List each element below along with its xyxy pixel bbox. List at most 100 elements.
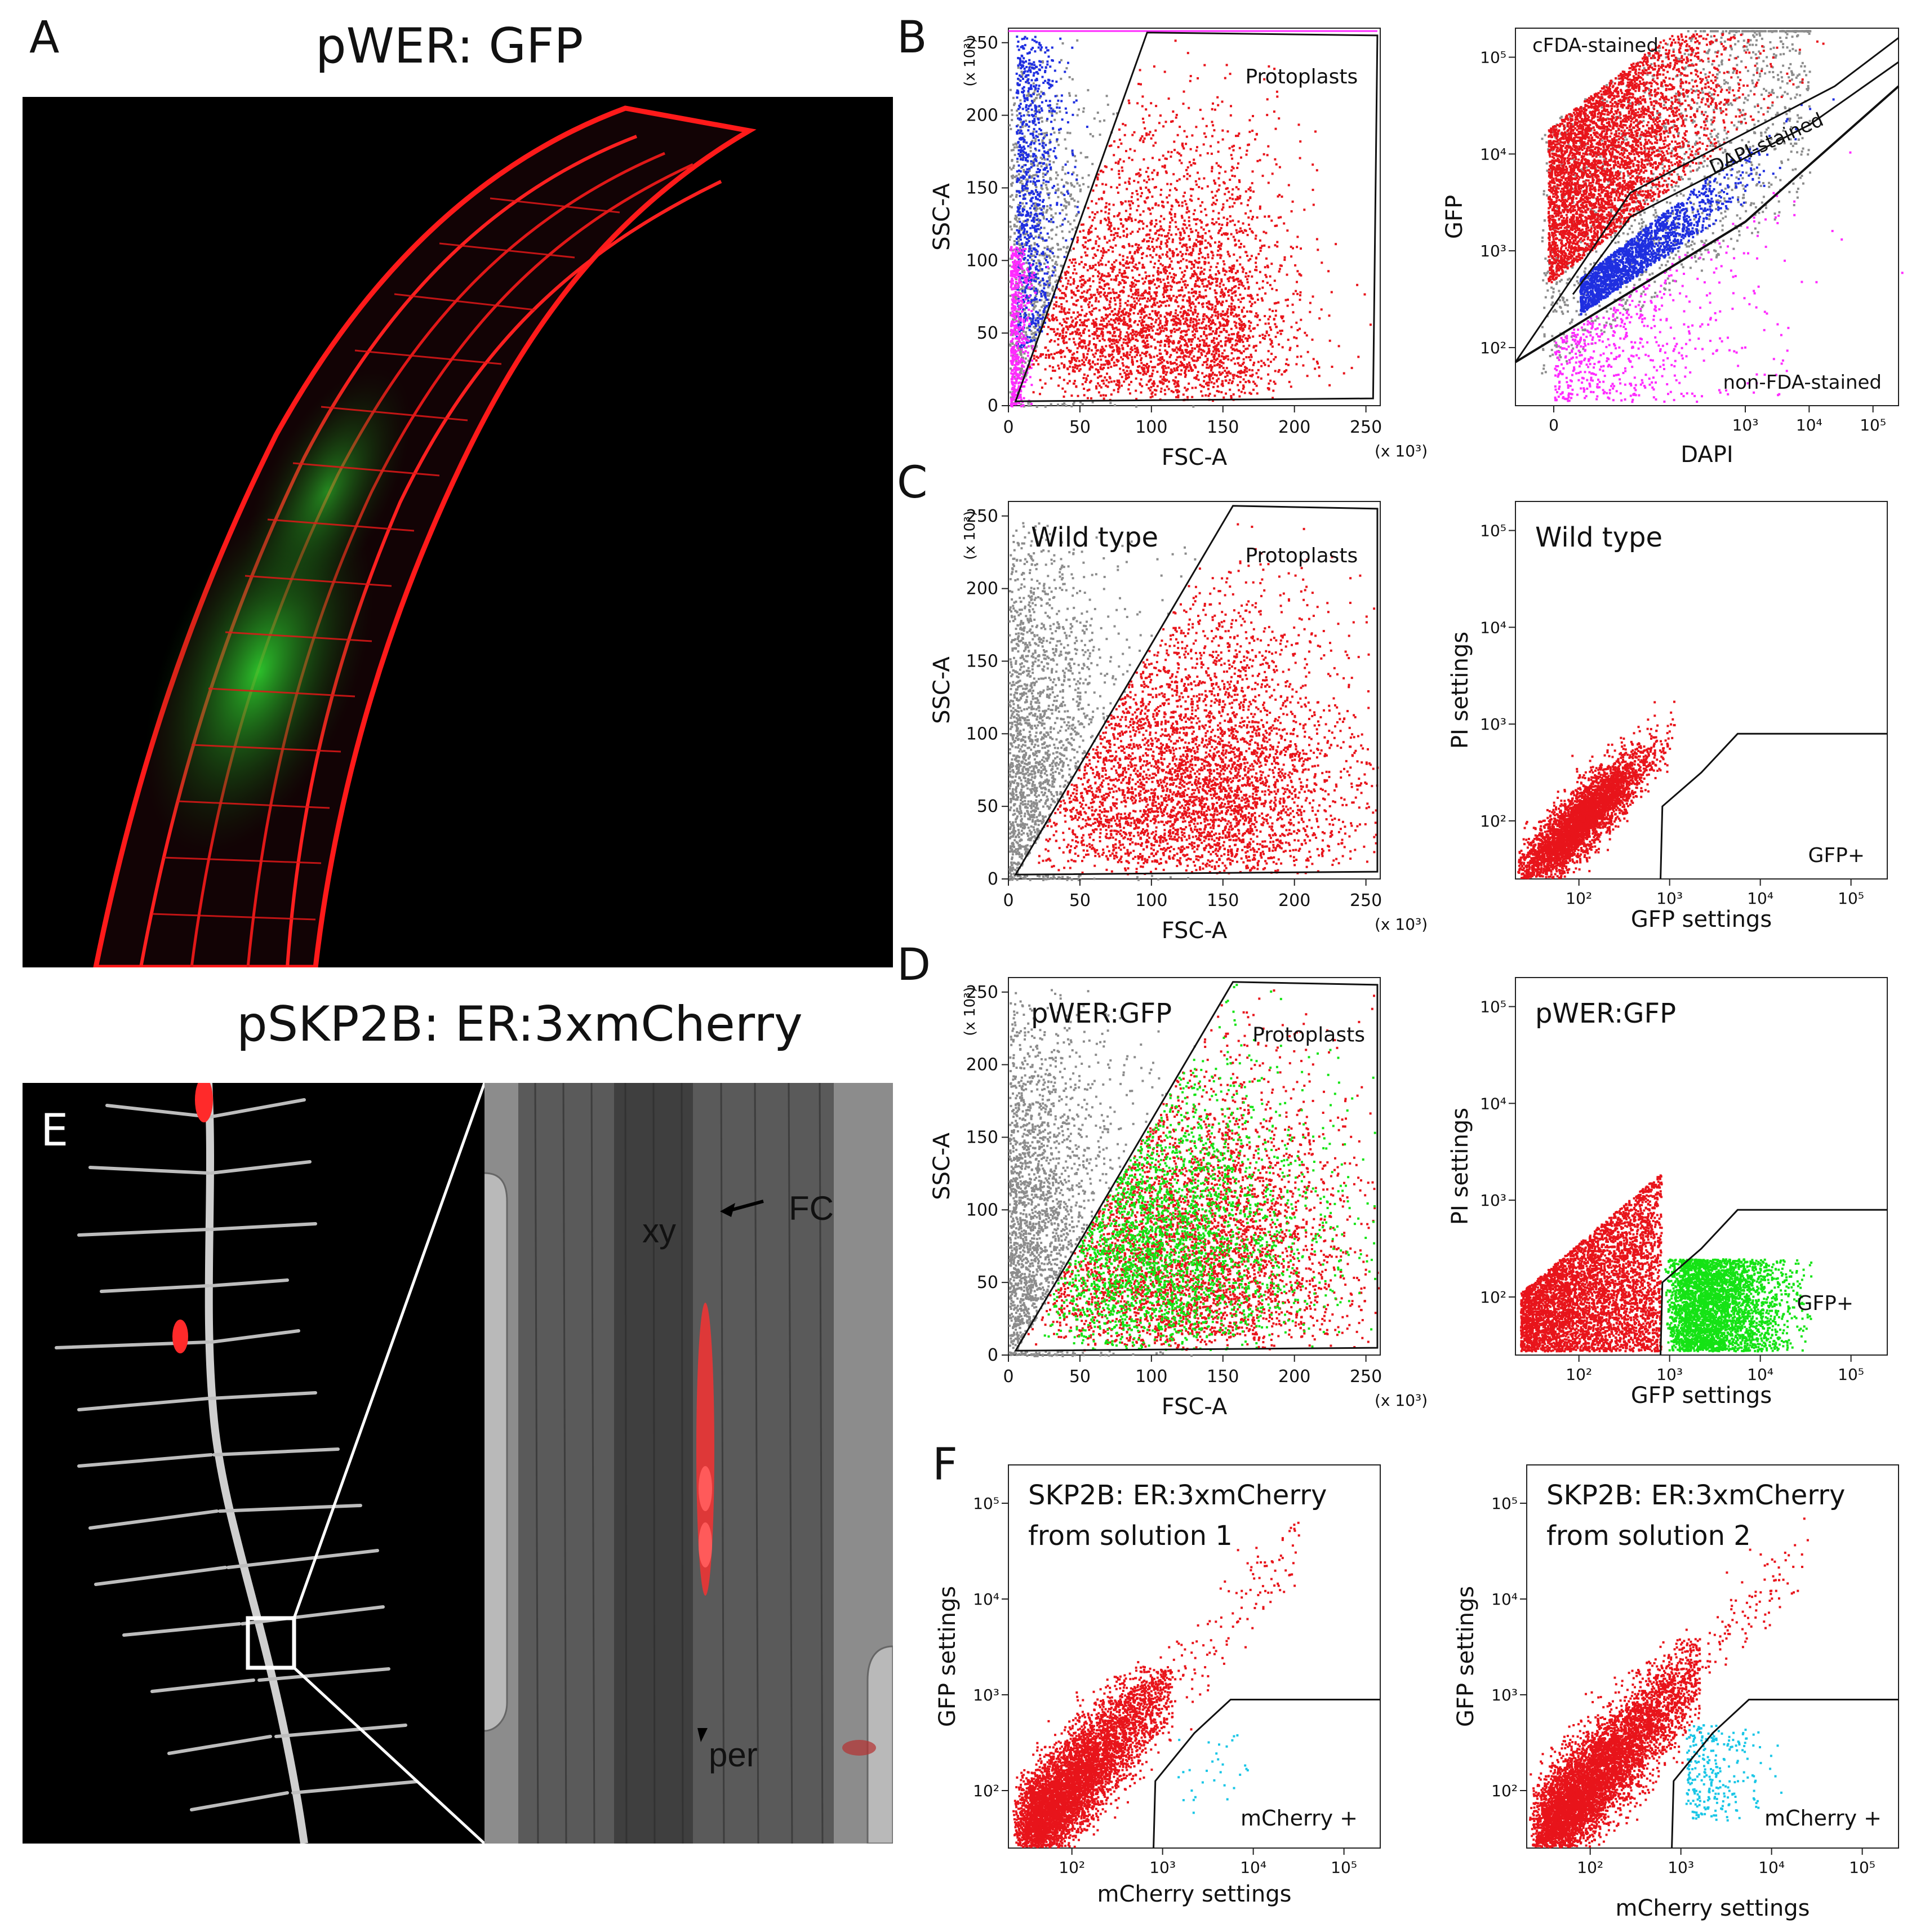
gate-polygon [1014, 981, 1379, 1352]
x-tick-label: 10² [1566, 889, 1592, 908]
scatter-series-mcherry-negative [1012, 1666, 1174, 1849]
y-tick-label: 10⁵ [1480, 998, 1506, 1016]
scatter-series-mcherry-positive [1177, 1734, 1249, 1814]
fc-label: FC [789, 1189, 834, 1228]
gate-label: Protoplasts [1245, 65, 1358, 88]
flow-plot-f-left: mCherry + 10² 10³ 10⁴ 10⁵ 10² 10³ 10⁴ 10⁵ mCherry… [935, 1464, 1381, 1907]
y-tick-label: 50 [977, 797, 998, 816]
x-tick-label: 10⁴ [1758, 1858, 1785, 1877]
y-tick-label: 10⁴ [1491, 1590, 1518, 1609]
x-tick-label: 10⁴ [1796, 416, 1822, 434]
y-tick-label: 250 [966, 983, 998, 1002]
y-axis-label: GFP [1442, 195, 1468, 239]
x-tick-label: 10³ [1149, 1858, 1176, 1877]
x-tick-label: 100 [1135, 891, 1167, 911]
gate-line-lower [1514, 85, 1900, 363]
y-tick-label: 0 [988, 1345, 998, 1365]
scatter-series-outliers [1126, 1521, 1300, 1776]
scatter-series-non-fda [1554, 151, 1904, 403]
y-tick-label: 50 [977, 1273, 998, 1293]
y-tick-label: 10² [1480, 339, 1506, 357]
x-tick-label: 50 [1069, 891, 1091, 911]
scatter-series-all-events [1517, 700, 1676, 880]
x-tick-label: 10⁵ [1860, 416, 1886, 434]
y-tick-label: 10⁴ [1480, 618, 1506, 637]
y-tick-label: 100 [966, 724, 998, 744]
x-tick-label: 0 [1549, 416, 1559, 434]
y-tick-label: 10⁵ [1480, 522, 1506, 540]
root-confocal-image [23, 97, 893, 967]
x-tick-label: 10⁵ [1331, 1858, 1357, 1877]
gate-label: Protoplasts [1245, 544, 1358, 567]
gate-line-upper [1514, 37, 1899, 363]
gate-label: mCherry + [1764, 1806, 1882, 1831]
y-tick-label: 0 [988, 869, 998, 889]
panel-a-title: pWER: GFP [315, 18, 583, 74]
gate-label-cfda: cFDA-stained [1532, 34, 1659, 57]
x-tick-label: 10⁵ [1838, 1365, 1864, 1384]
y-tick-label: 10³ [1491, 1686, 1518, 1704]
scatter-series-protoplasts [1028, 39, 1372, 402]
inner-label-line-1: SKP2B: ER:3xmCherry [1028, 1480, 1327, 1511]
gate-label: Protoplasts [1252, 1023, 1365, 1046]
x-tick-label: 100 [1135, 418, 1167, 437]
gate-polygon [1671, 1699, 1899, 1849]
y-axis-label: GFP settings [1453, 1586, 1479, 1727]
scatter-series-cfda [1547, 33, 1825, 283]
x-tick-label: 50 [1069, 1367, 1091, 1387]
x-multiplier-label: (x 10³) [1375, 442, 1428, 460]
y-tick-label: 10² [1491, 1782, 1518, 1800]
x-axis-label: FSC-A [1162, 445, 1228, 470]
x-axis-label: FSC-A [1162, 1394, 1228, 1420]
plot-frame [1008, 28, 1381, 406]
y-tick-label: 10³ [1480, 242, 1506, 260]
y-multiplier-label: (x 10³) [962, 987, 979, 1036]
x-tick-label: 10⁵ [1849, 1858, 1875, 1877]
y-axis-label: PI settings [1447, 1108, 1473, 1225]
gate-label: mCherry + [1241, 1806, 1358, 1831]
panel-letter-e: E [41, 1105, 68, 1156]
xylem-label: xy [642, 1211, 676, 1250]
gate-polygon [1014, 505, 1379, 876]
inner-label-line-2: from solution 2 [1546, 1520, 1751, 1552]
zoom-box [246, 1616, 296, 1670]
y-tick-label: 100 [966, 251, 998, 270]
x-axis-label: mCherry settings [1097, 1881, 1292, 1907]
y-tick-label: 10⁵ [1480, 48, 1506, 67]
x-tick-label: 10³ [1656, 889, 1683, 908]
x-axis-label: FSC-A [1162, 918, 1228, 944]
inner-label-line-2: from solution 1 [1028, 1520, 1233, 1552]
flow-plot-d-left: 0 50 100 150 200 250 0 50 100 150 200 250 FSC-A (x 10… [929, 977, 1428, 1420]
scatter-series-gray [1008, 989, 1196, 1357]
x-multiplier-label: (x 10³) [1375, 915, 1428, 934]
x-tick-label: 150 [1207, 418, 1239, 437]
y-tick-label: 10³ [1480, 715, 1506, 734]
scatter-series-gfp-positive [1664, 1258, 1813, 1353]
flow-plot-c-right: GFP+ 10² 10³ 10⁴ 10⁵ 10² 10³ 10⁴ 10⁵ GFP settings… [1447, 501, 1888, 932]
gate-polygon [1660, 1209, 1887, 1356]
y-tick-label: 10³ [1480, 1191, 1506, 1210]
panel-e-title: pSKP2B: ER:3xmCherry [237, 996, 803, 1052]
y-tick-label: 0 [988, 396, 998, 416]
y-tick-label: 10² [1480, 1288, 1506, 1307]
scatter-series-mcherry-positive [1685, 1724, 1782, 1822]
gate-polygon [1660, 732, 1887, 880]
y-axis-label: SSC-A [929, 1132, 955, 1200]
gate-label: GFP+ [1797, 1292, 1853, 1315]
brightfield-zoom-image [484, 1083, 893, 1844]
y-multiplier-label: (x 10³) [962, 37, 979, 86]
flow-plot-f-right: mCherry + 10² 10³ 10⁴ 10⁵ 10² 10³ 10⁴ 10⁵ mCherry… [1453, 1464, 1899, 1921]
panel-letter-f: F [932, 1440, 958, 1490]
y-tick-label: 100 [966, 1200, 998, 1220]
x-tick-label: 50 [1069, 418, 1091, 437]
gate-polygon [1153, 1699, 1380, 1849]
y-axis-label: SSC-A [929, 656, 955, 724]
x-tick-label: 200 [1278, 891, 1310, 911]
flow-plot-b-right: cFDA-stainedDAPI-stainednon-FDA-stained0… [1442, 28, 1904, 468]
x-axis-label: GFP settings [1631, 1383, 1772, 1409]
y-tick-label: 150 [966, 178, 998, 198]
x-tick-label: 10³ [1732, 416, 1759, 434]
scatter-series-protoplasts [1038, 523, 1379, 876]
x-axis-label: DAPI [1681, 442, 1733, 468]
y-tick-label: 50 [977, 323, 998, 343]
